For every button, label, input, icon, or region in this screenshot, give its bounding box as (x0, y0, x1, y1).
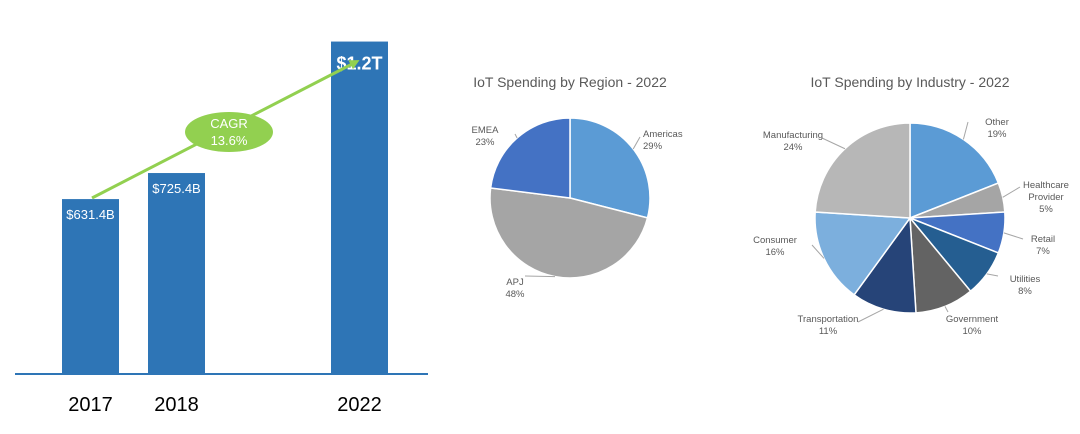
bar-chart: $631.4B 2017 $725.4B 2018 $1.2T 2022 CAGR 13.… (15, 41, 428, 416)
slice-label-emea: EMEA 23% (472, 125, 500, 148)
slice-label-americas: Americas 29% (643, 129, 683, 152)
slice-label-apj: APJ 48% (505, 277, 525, 300)
slice-label-transportation: Transportation 11% (798, 314, 859, 337)
pie-slice-manufacturing (814, 122, 911, 219)
bar-2017 (62, 199, 119, 374)
leader-line-americas (632, 136, 641, 150)
bar-2018 (148, 173, 205, 374)
slice-label-utilities: Utilities 8% (1010, 274, 1041, 297)
bar-value-label-2017: $631.4B (66, 207, 114, 222)
bar-value-label-2022: $1.2T (336, 54, 382, 74)
slice-label-healthcare-provider: Healthcare Provider 5% (1023, 180, 1069, 215)
pie-slice-transportation (853, 215, 917, 314)
leader-line-utilities (986, 273, 999, 277)
slice-label-manufacturing: Manufacturing 24% (763, 130, 823, 153)
bar-value-label-2018: $725.4B (152, 181, 200, 196)
industry-pie-chart: Other 19% Healthcare Provider 5% Retail 7% Util… (753, 117, 1069, 337)
pie-slice-emea (489, 117, 571, 199)
industry-pie-title: IoT Spending by Industry - 2022 (810, 74, 1010, 90)
leader-line-consumer (811, 244, 825, 259)
x-tick-label-2022: 2022 (337, 394, 382, 416)
leader-line-transportation (857, 308, 884, 323)
leader-line-government (944, 306, 949, 313)
cagr-oval (185, 112, 273, 152)
region-pie-chart: Americas 29% APJ 48% EMEA 23% (472, 117, 683, 300)
leader-line-healthcare-provider (1002, 186, 1021, 198)
leader-line-manufacturing (821, 137, 846, 150)
slice-label-retail: Retail 7% (1031, 234, 1055, 257)
x-tick-label-2017: 2017 (68, 394, 113, 416)
cagr-value: 13.6% (211, 133, 248, 148)
leader-line-retail (1003, 232, 1024, 240)
slice-label-other: Other 19% (985, 117, 1009, 140)
slice-label-consumer: Consumer 16% (753, 235, 797, 258)
region-pie-title: IoT Spending by Region - 2022 (473, 74, 667, 90)
cagr-label: CAGR (210, 116, 248, 131)
x-tick-label-2018: 2018 (154, 394, 199, 416)
leader-line-emea (514, 133, 518, 139)
leader-line-apj (524, 275, 556, 278)
bar-2022 (331, 41, 388, 375)
leader-line-other (962, 121, 969, 140)
slice-label-government: Government 10% (946, 314, 999, 337)
pie-slice-apj (489, 187, 649, 279)
